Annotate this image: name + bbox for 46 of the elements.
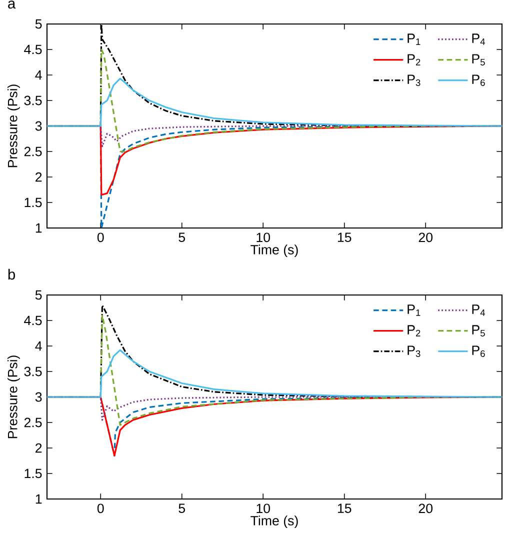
x-tick-label: 20 (418, 504, 433, 514)
y-axis-title: Pressure (Psi) (8, 84, 20, 168)
legend-label: P$_{5}$ (472, 54, 485, 66)
legend-label: P$_{3}$ (408, 346, 420, 357)
legend-label: P$_{5}$ (472, 325, 485, 336)
x-tick-label: 10 (256, 504, 270, 514)
y-tick-label: 4 (35, 341, 42, 351)
y-tick-label: 3 (35, 121, 42, 131)
y-tick-label: 2 (36, 443, 42, 453)
legend-label: P$_{2}$ (408, 325, 420, 336)
x-tick-label: 5 (178, 504, 186, 514)
y-tick-label: 1 (36, 494, 42, 504)
y-tick-label: 2.5 (24, 418, 42, 428)
legend-label: P$_{6}$ (472, 74, 485, 86)
chart-title: b (8, 268, 15, 280)
y-tick-label: 3.5 (24, 96, 42, 106)
y-tick-label: 4.5 (24, 44, 42, 54)
y-tick-label: 1 (36, 223, 42, 233)
x-tick-label: 0 (97, 232, 104, 242)
legend-label: P$_{4}$ (472, 304, 486, 316)
y-tick-label: 2 (36, 172, 42, 182)
legend-label: P$_{3}$ (408, 74, 420, 86)
x-axis-title: Time (s) (250, 516, 298, 528)
chart-title: a (8, 0, 16, 9)
x-tick-label: 15 (338, 504, 352, 514)
x-axis-title: Time (s) (250, 244, 298, 258)
legend-label: P$_{1}$ (408, 304, 420, 316)
y-tick-label: 3 (35, 392, 42, 402)
y-tick-label: 4 (35, 70, 42, 80)
legend-label: P$_{6}$ (472, 346, 485, 357)
y-tick-label: 2.5 (24, 146, 42, 156)
y-tick-label: 4.5 (24, 316, 42, 326)
y-tick-label: 1.5 (24, 198, 42, 208)
x-tick-label: 10 (256, 232, 270, 242)
y-tick-label: 3.5 (24, 366, 42, 376)
x-tick-label: 5 (178, 232, 186, 242)
x-tick-label: 0 (97, 504, 104, 514)
y-axis-title: Pressure (Psi) (8, 356, 20, 438)
y-tick-label: 5 (35, 290, 42, 300)
y-tick-label: 1.5 (24, 468, 42, 478)
legend-label: P$_{1}$ (408, 34, 420, 45)
x-tick-label: 20 (418, 232, 433, 242)
legend-label: P$_{4}$ (472, 34, 486, 45)
y-tick-label: 5 (35, 19, 42, 29)
x-tick-label: 15 (338, 232, 352, 242)
legend-label: P$_{2}$ (408, 54, 420, 66)
